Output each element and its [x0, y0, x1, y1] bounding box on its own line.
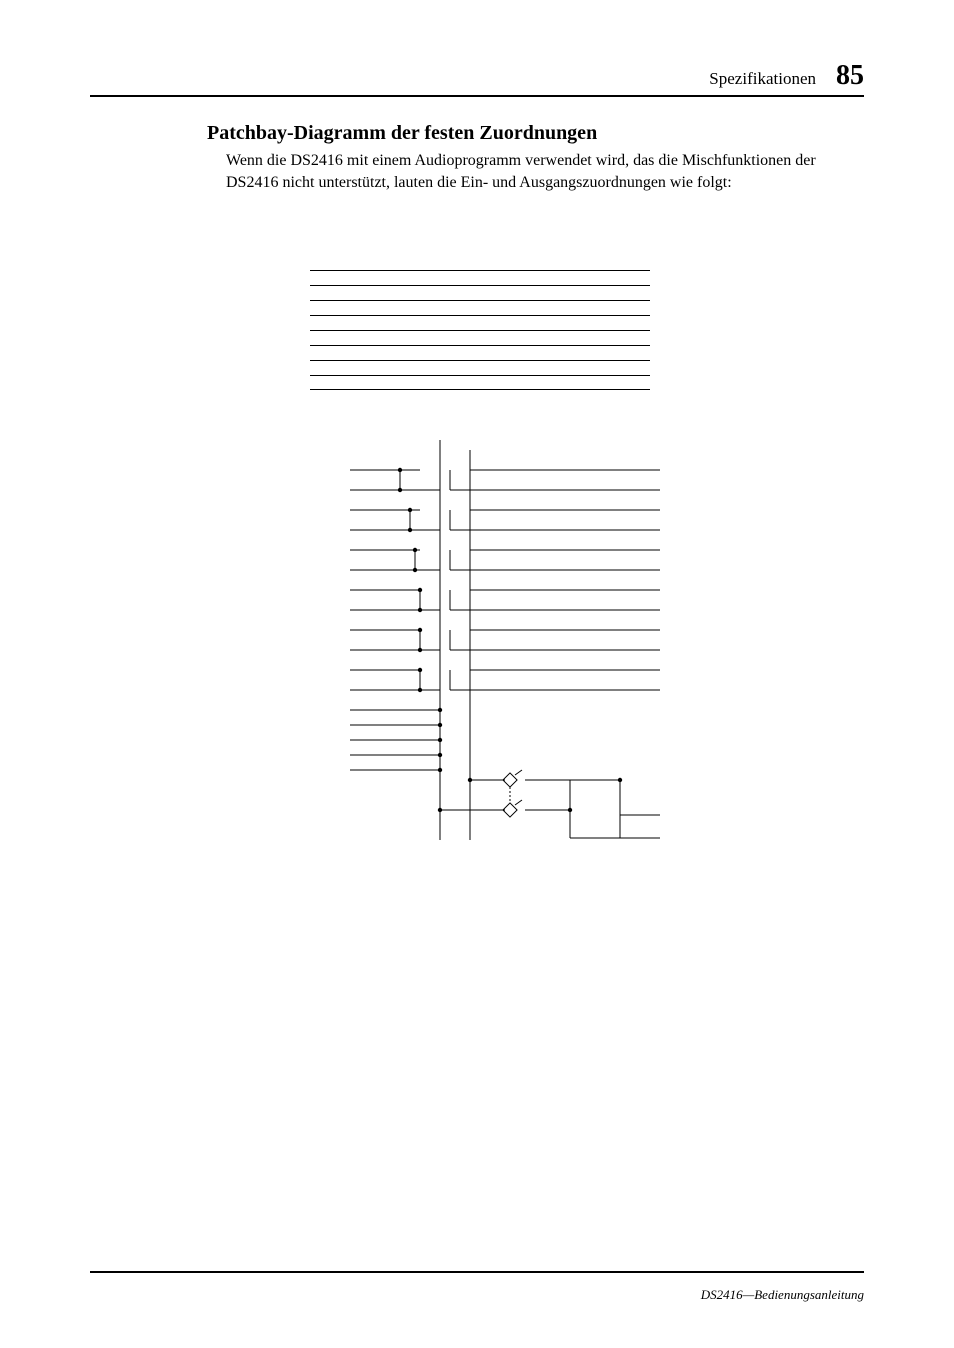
- header-divider: [90, 95, 864, 97]
- body-paragraph: Wenn die DS2416 mit einem Audioprogramm …: [226, 150, 816, 193]
- table-row: [310, 270, 650, 285]
- table-row: [310, 375, 650, 390]
- header-page-number: 85: [836, 60, 864, 91]
- table-row: [310, 330, 650, 345]
- table-row: [310, 315, 650, 330]
- header-section-label: Spezifikationen: [709, 69, 816, 88]
- patchbay-diagram: [260, 440, 680, 860]
- footer-divider: [90, 1271, 864, 1273]
- table-row: [310, 285, 650, 300]
- table-row: [310, 345, 650, 360]
- section-title: Patchbay-Diagramm der festen Zuordnungen: [207, 122, 597, 145]
- page-header: Spezifikationen 85: [709, 60, 864, 92]
- table-row: [310, 300, 650, 315]
- assignment-table: [310, 270, 650, 390]
- footer-label: DS2416—Bedienungsanleitung: [701, 1287, 864, 1303]
- table-row: [310, 360, 650, 375]
